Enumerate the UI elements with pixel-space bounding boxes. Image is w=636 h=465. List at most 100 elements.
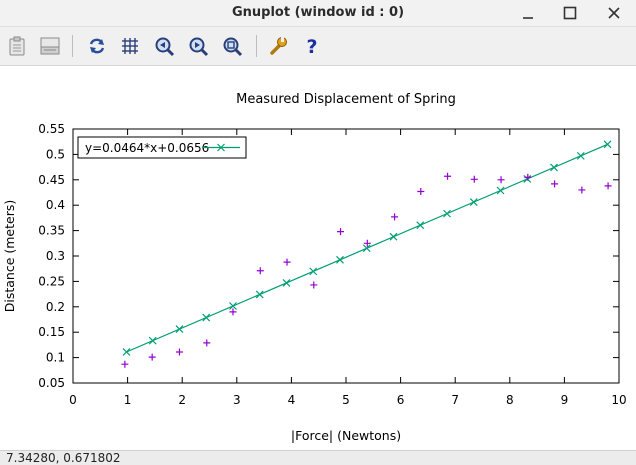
x-tick-label: 1 [124, 393, 132, 407]
zoom-next-icon [189, 37, 209, 57]
legend-label: y=0.0464*x+0.0656 [85, 141, 209, 155]
data-point [203, 339, 211, 347]
chart-title: Measured Displacement of Spring [236, 92, 456, 107]
data-point [229, 308, 237, 316]
printer-icon [40, 37, 60, 55]
svg-text:?: ? [306, 36, 317, 57]
data-point [310, 281, 318, 289]
fit-point [255, 290, 264, 299]
fit-point [603, 140, 612, 149]
data-point [363, 239, 371, 247]
legend-marker [217, 143, 225, 152]
data-point [497, 176, 505, 184]
autoscale-icon [223, 37, 243, 57]
y-tick-label: 0.25 [38, 274, 65, 288]
next-zoom-button[interactable] [185, 34, 211, 58]
data-point [551, 180, 559, 188]
fit-point [496, 186, 505, 195]
x-axis-label: |Force| (Newtons) [291, 428, 401, 443]
clipboard-icon [9, 36, 25, 56]
fit-point [148, 336, 157, 345]
toolbar: ? [0, 27, 636, 66]
x-tick-label: 7 [451, 393, 459, 407]
data-point [524, 173, 532, 181]
zoom-previous-icon [155, 37, 175, 57]
data-point [470, 175, 478, 183]
fit-point [443, 209, 451, 218]
y-tick-label: 0.35 [38, 224, 65, 238]
cursor-coordinates: 7.34280, 0.671802 [6, 451, 121, 465]
x-tick-label: 3 [233, 393, 241, 407]
y-tick-label: 0.4 [46, 198, 65, 212]
maximize-icon [563, 6, 577, 20]
help-button[interactable]: ? [299, 34, 325, 58]
x-tick-label: 4 [288, 393, 296, 407]
autoscale-button[interactable] [219, 34, 245, 58]
fit-point [336, 255, 344, 264]
close-button[interactable] [600, 2, 628, 24]
plot-area[interactable]: 0 1 2 3 4 5 6 7 8 9 10 0.05 0.1 0.15 0.2 0.25 0.3 0.35 0.4… [0, 66, 636, 450]
toolbar-separator [72, 35, 73, 57]
fit-point [416, 221, 425, 230]
window-titlebar: Gnuplot (window id : 0) [0, 0, 636, 27]
replot-icon [89, 38, 105, 54]
x-tick-label: 10 [611, 393, 626, 407]
x-tick-label: 0 [69, 393, 77, 407]
maximize-button[interactable] [556, 2, 584, 24]
plot-border [72, 128, 620, 384]
y-tick-label: 0.05 [38, 376, 65, 390]
data-point [444, 172, 452, 180]
fit-point [469, 198, 478, 206]
minimize-button[interactable] [514, 2, 542, 24]
fit-point [309, 267, 318, 276]
y-axis-label: Distance (meters) [2, 200, 17, 313]
copy-to-clipboard-button[interactable] [4, 34, 30, 58]
close-icon [608, 7, 620, 19]
data-point [337, 228, 345, 236]
x-tick-label: 5 [342, 393, 350, 407]
y-tick-label: 0.45 [38, 173, 65, 187]
fit-point [576, 151, 585, 160]
grid-icon [122, 38, 138, 54]
data-point [175, 348, 183, 356]
x-tick-label: 9 [561, 393, 569, 407]
x-tick-label: 8 [506, 393, 514, 407]
print-button[interactable] [37, 34, 63, 58]
chart: 0 1 2 3 4 5 6 7 8 9 10 0.05 0.1 0.15 0.2 0.25 0.3 0.35 0.4… [2, 92, 627, 443]
y-tick-label: 0.2 [46, 300, 65, 314]
y-tick-label: 0.55 [38, 122, 65, 136]
data-point [121, 360, 129, 368]
wrench-icon [270, 37, 287, 55]
toolbar-separator [256, 35, 257, 57]
x-tick-label: 6 [397, 393, 405, 407]
data-point [578, 186, 586, 194]
fit-point [229, 302, 237, 310]
y-tick-label: 0.3 [46, 249, 65, 263]
data-point [256, 267, 264, 275]
fit-point [175, 325, 184, 334]
data-point [148, 353, 156, 361]
fit-point [122, 348, 131, 356]
y-tick-label: 0.1 [46, 351, 65, 365]
y-tick-label: 0.15 [38, 325, 65, 339]
fit-point [282, 278, 291, 287]
y-tick-label: 0.5 [46, 147, 65, 161]
minimize-icon [523, 17, 533, 19]
fit-point [362, 244, 371, 253]
data-point [417, 187, 425, 195]
fit-point [389, 232, 398, 241]
x-tick-label: 2 [178, 393, 186, 407]
previous-zoom-button[interactable] [151, 34, 177, 58]
legend-box [77, 136, 247, 159]
fit-point [550, 163, 558, 172]
data-point [283, 258, 291, 266]
data-point [604, 182, 612, 190]
help-icon: ? [306, 36, 317, 57]
window-title: Gnuplot (window id : 0) [231, 5, 405, 20]
options-button[interactable] [265, 34, 291, 58]
data-point [391, 213, 399, 221]
replot-button[interactable] [84, 34, 110, 58]
fit-point [202, 313, 211, 322]
toggle-grid-button[interactable] [117, 34, 143, 58]
status-bar: 7.34280, 0.671802 [0, 450, 636, 465]
